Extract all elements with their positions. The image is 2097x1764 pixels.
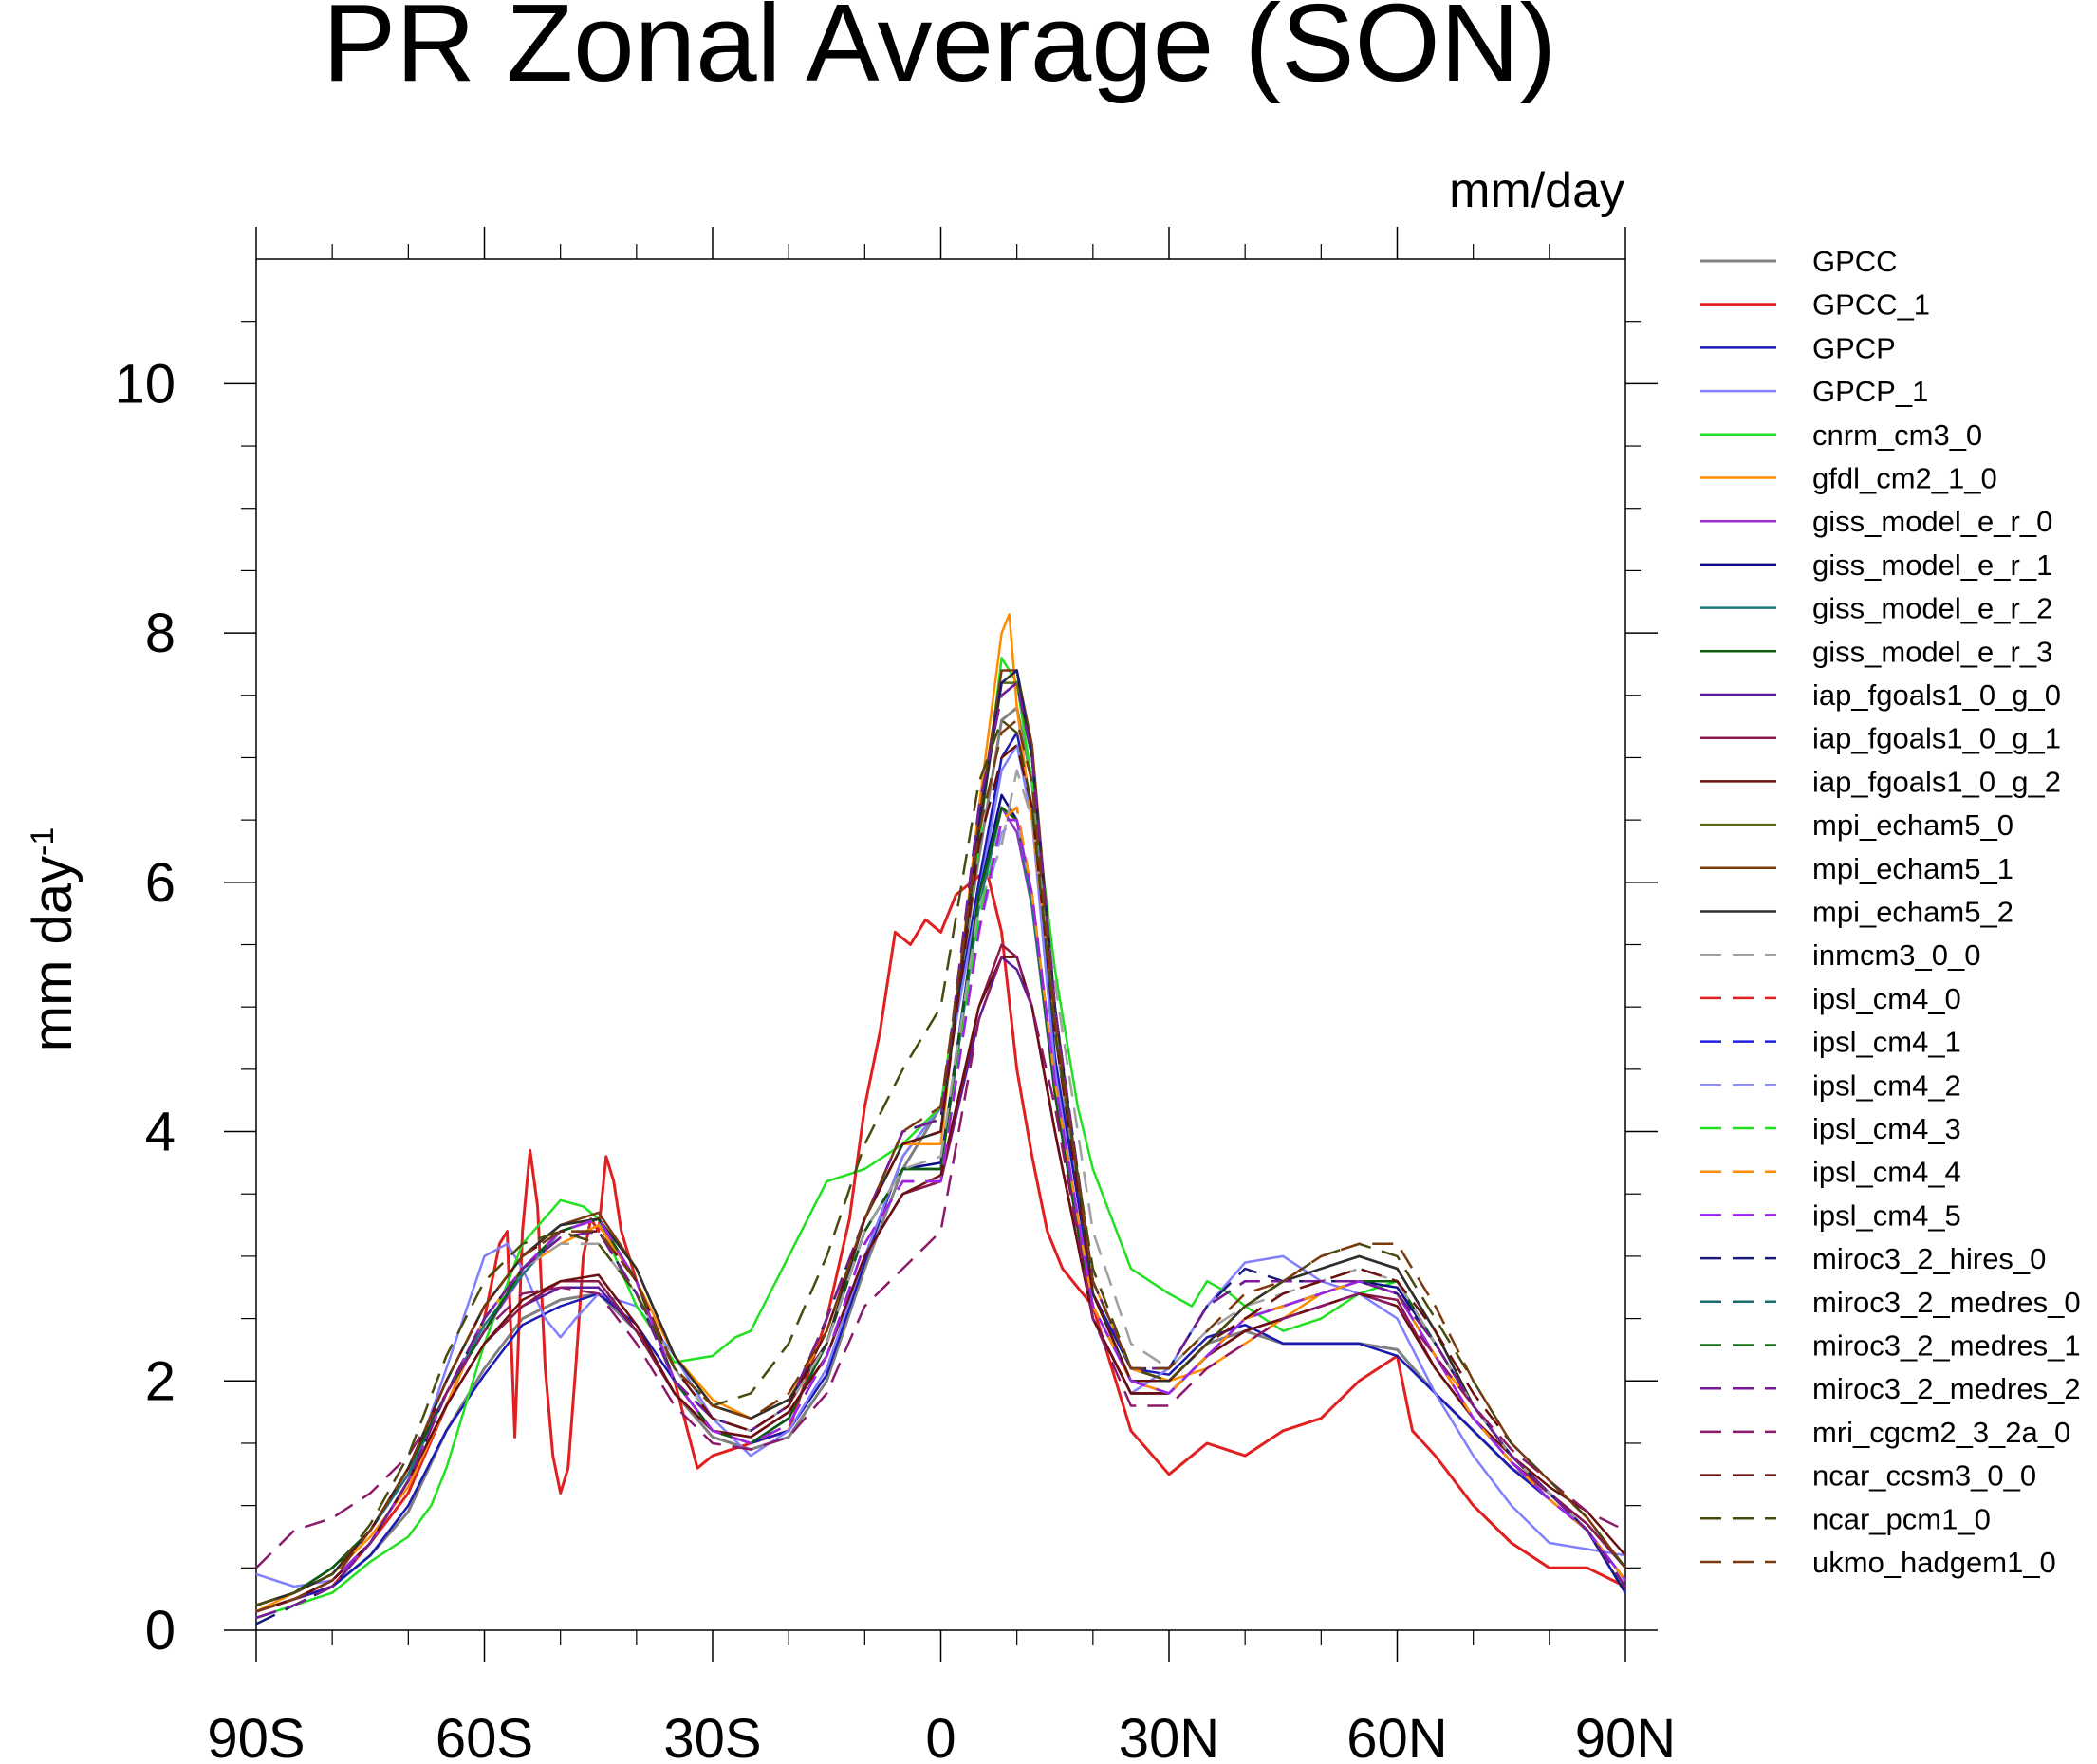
legend-label-GPCP_1: GPCP_1: [1812, 375, 1928, 408]
y-axis-label-superscript: -1: [25, 827, 61, 856]
legend-label-iap_fgoals1_0_g_0: iap_fgoals1_0_g_0: [1812, 678, 2061, 712]
legend-label-ipsl_cm4_2: ipsl_cm4_2: [1812, 1068, 1961, 1102]
legend-label-miroc3_2_medres_1: miroc3_2_medres_1: [1812, 1329, 2081, 1363]
series-line-ipsl_cm4_3: [255, 818, 1626, 1613]
y-tick-label: 0: [145, 1600, 176, 1662]
legend-label-giss_model_e_r_1: giss_model_e_r_1: [1812, 548, 2052, 582]
y-tick-label: 2: [145, 1350, 176, 1412]
series-line-ipsl_cm4_5: [255, 818, 1626, 1613]
x-tick-label: 90S: [207, 1708, 305, 1764]
legend-label-ncar_ccsm3_0_0: ncar_ccsm3_0_0: [1812, 1459, 2036, 1493]
x-tick-label: 60N: [1346, 1708, 1447, 1764]
series-line-miroc3_2_hires_0: [255, 669, 1627, 1625]
series-line-GPCC: [255, 706, 1627, 1613]
legend-label-ipsl_cm4_4: ipsl_cm4_4: [1812, 1156, 1961, 1189]
series-line-giss_model_e_r_1: [255, 793, 1626, 1606]
series-line-miroc3_2_medres_2: [255, 681, 1627, 1620]
series-line-iap_fgoals1_0_g_1: [255, 943, 1626, 1613]
legend-label-miroc3_2_medres_0: miroc3_2_medres_0: [1812, 1286, 2081, 1319]
plot-frame: [255, 258, 1626, 1631]
series-line-ipsl_cm4_1: [255, 806, 1626, 1613]
legend-label-giss_model_e_r_2: giss_model_e_r_2: [1812, 592, 2052, 625]
series-line-GPCP_1: [255, 744, 1626, 1588]
legend-label-mpi_echam5_2: mpi_echam5_2: [1812, 896, 2013, 929]
axis-ticks: [224, 227, 1658, 1662]
legend-label-ipsl_cm4_1: ipsl_cm4_1: [1812, 1026, 1961, 1059]
legend-label-inmcm3_0_0: inmcm3_0_0: [1812, 938, 1980, 972]
plot-border: [255, 258, 1626, 1631]
legend-label-iap_fgoals1_0_g_2: iap_fgoals1_0_g_2: [1812, 765, 2061, 798]
y-tick-label: 4: [145, 1102, 176, 1163]
legend-label-iap_fgoals1_0_g_1: iap_fgoals1_0_g_1: [1812, 722, 2061, 755]
series-line-giss_model_e_r_2: [255, 806, 1626, 1606]
y-axis-label: mm day-1: [22, 827, 84, 1052]
series-line-giss_model_e_r_3: [255, 806, 1626, 1606]
series-line-ncar_pcm1_0: [255, 718, 1626, 1606]
series-line-GPCC_1: [255, 868, 1626, 1613]
legend-label-ipsl_cm4_0: ipsl_cm4_0: [1812, 982, 1961, 1015]
chart-title: PR Zonal Average (SON): [323, 0, 1556, 104]
series-line-GPCP: [255, 731, 1627, 1613]
series-line-ncar_ccsm3_0_0: [255, 744, 1626, 1606]
legend-label-ipsl_cm4_5: ipsl_cm4_5: [1812, 1198, 1961, 1232]
y-tick-labels: 0 2 4 6 8 10: [114, 353, 176, 1662]
series-line-mri_cgcm2_3_2a_0: [255, 956, 1626, 1569]
legend-label-giss_model_e_r_3: giss_model_e_r_3: [1812, 635, 2052, 668]
legend-label-ukmo_hadgem1_0: ukmo_hadgem1_0: [1812, 1546, 2056, 1579]
x-tick-label: 90N: [1575, 1708, 1676, 1764]
series-line-inmcm3_0_0: [255, 769, 1626, 1613]
series-line-iap_fgoals1_0_g_0: [255, 956, 1626, 1613]
legend-label-giss_model_e_r_0: giss_model_e_r_0: [1812, 505, 2052, 538]
chart-units-label: mm/day: [1449, 163, 1624, 218]
x-tick-label: 30N: [1119, 1708, 1219, 1764]
series-layer: [255, 613, 1627, 1625]
y-tick-label: 6: [145, 852, 176, 914]
legend-label-cnrm_cm3_0: cnrm_cm3_0: [1812, 418, 1982, 452]
legend-label-ncar_pcm1_0: ncar_pcm1_0: [1812, 1502, 1991, 1535]
legend-label-GPCC: GPCC: [1812, 245, 1898, 278]
series-line-giss_model_e_r_0: [255, 806, 1626, 1606]
y-tick-label: 8: [145, 603, 176, 664]
legend-label-mpi_echam5_1: mpi_echam5_1: [1812, 852, 2013, 885]
legend-label-mri_cgcm2_3_2a_0: mri_cgcm2_3_2a_0: [1812, 1416, 2070, 1449]
legend-label-mpi_echam5_0: mpi_echam5_0: [1812, 808, 2013, 842]
series-line-ipsl_cm4_2: [255, 818, 1626, 1613]
legend-label-GPCC_1: GPCC_1: [1812, 288, 1930, 322]
x-tick-labels: 90S 60S 30S 0 30N 60N 90N: [207, 1708, 1676, 1764]
legend-label-GPCP: GPCP: [1812, 331, 1896, 364]
legend-label-ipsl_cm4_3: ipsl_cm4_3: [1812, 1112, 1961, 1145]
x-tick-label: 0: [925, 1708, 956, 1764]
legend-label-gfdl_cm2_1_0: gfdl_cm2_1_0: [1812, 462, 1997, 495]
series-line-mpi_echam5_2: [255, 669, 1626, 1606]
y-axis-label-main: mm day: [22, 856, 84, 1051]
legend-label-miroc3_2_medres_2: miroc3_2_medres_2: [1812, 1372, 2081, 1405]
x-tick-label: 60S: [436, 1708, 533, 1764]
series-line-ipsl_cm4_4: [255, 806, 1626, 1613]
x-tick-label: 30S: [663, 1708, 761, 1764]
legend: GPCC GPCC_1 GPCP GPCP_1 cnrm_cm3_0 gfdl_cm2_1…: [1700, 245, 2081, 1579]
series-line-iap_fgoals1_0_g_2: [255, 956, 1626, 1613]
legend-label-miroc3_2_hires_0: miroc3_2_hires_0: [1812, 1242, 2046, 1275]
series-line-ipsl_cm4_0: [255, 818, 1626, 1613]
series-line-ukmo_hadgem1_0: [255, 718, 1626, 1613]
y-tick-label: 10: [114, 353, 176, 415]
